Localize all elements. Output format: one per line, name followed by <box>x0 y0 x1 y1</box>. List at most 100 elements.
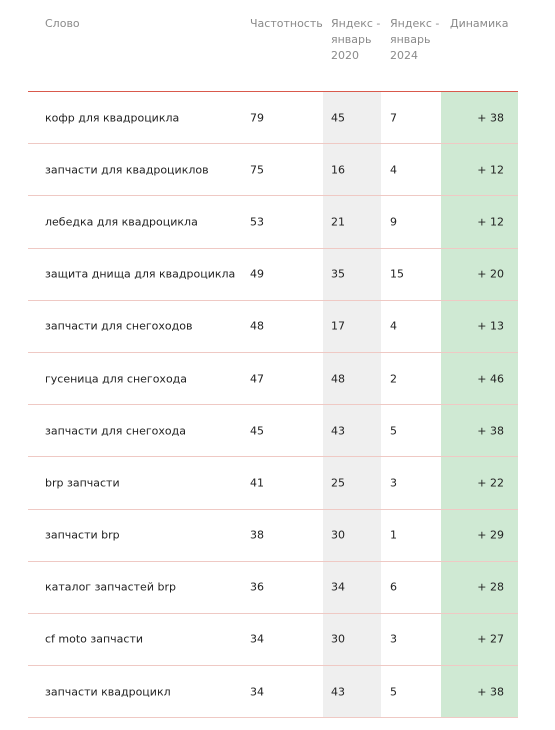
dynamics-cell-bg <box>441 92 518 144</box>
yandex-2020-cell: 21 <box>331 215 345 229</box>
yandex-2024-cell: 4 <box>390 163 397 177</box>
yandex-2020-cell-bg <box>323 300 381 352</box>
keyword-table: Слово Частотность Яндекс - январь 2020 Я… <box>28 0 518 719</box>
frequency-cell: 41 <box>250 476 264 490</box>
word-cell: запчасти для квадроциклов <box>45 163 209 177</box>
table-row: запчасти brp 38 30 1 + 29 <box>28 509 518 562</box>
yandex-2020-cell-bg <box>323 92 381 144</box>
word-cell: запчасти квадроцикл <box>45 685 171 699</box>
yandex-2020-cell: 16 <box>331 163 345 177</box>
yandex-2020-cell-bg <box>323 248 381 300</box>
yandex-2020-cell-bg <box>323 613 381 666</box>
header-frequency: Частотность <box>250 17 323 30</box>
yandex-2024-cell: 4 <box>390 319 397 333</box>
header-word: Слово <box>45 17 80 30</box>
dynamics-cell: + 38 <box>477 685 504 699</box>
yandex-2024-cell: 3 <box>390 476 397 490</box>
yandex-2020-cell: 43 <box>331 685 345 699</box>
yandex-2020-cell-bg <box>323 666 381 718</box>
frequency-cell: 53 <box>250 215 264 229</box>
table-row: кофр для квадроцикла 79 45 7 + 38 <box>28 92 518 145</box>
yandex-2020-cell-bg <box>323 405 381 457</box>
word-cell: запчасти brp <box>45 528 120 542</box>
table-body: кофр для квадроцикла 79 45 7 + 38 запчас… <box>28 92 518 719</box>
dynamics-cell-bg <box>441 144 518 196</box>
yandex-2024-cell: 2 <box>390 372 397 386</box>
dynamics-cell: + 13 <box>477 319 504 333</box>
yandex-2020-cell: 25 <box>331 476 345 490</box>
frequency-cell: 47 <box>250 372 264 386</box>
header-yandex-2020: Яндекс - январь 2020 <box>331 17 381 62</box>
dynamics-cell: + 29 <box>477 528 504 542</box>
word-cell: запчасти для снегоходов <box>45 319 193 333</box>
table-row: гусеница для снегохода 47 48 2 + 46 <box>28 352 518 406</box>
table-row: лебедка для квадроцикла 53 21 9 + 12 <box>28 196 518 249</box>
header-dynamics: Динамика <box>450 17 509 30</box>
word-cell: cf moto запчасти <box>45 632 144 646</box>
yandex-2024-cell: 5 <box>390 424 397 438</box>
dynamics-cell-bg <box>441 613 518 666</box>
yandex-2024-cell: 7 <box>390 111 397 125</box>
dynamics-cell: + 12 <box>477 163 504 177</box>
table-header: Слово Частотность Яндекс - январь 2020 Я… <box>28 0 518 92</box>
yandex-2020-cell-bg <box>323 457 381 509</box>
word-cell: запчасти для снегохода <box>45 424 186 438</box>
table-row: защита днища для квадроцикла 49 35 15 + … <box>28 248 518 301</box>
table-row: запчасти для снегоходов 48 17 4 + 13 <box>28 300 518 353</box>
table-row: запчасти для снегохода 45 43 5 + 38 <box>28 405 518 458</box>
dynamics-cell: + 27 <box>477 632 504 646</box>
yandex-2020-cell: 35 <box>331 267 345 281</box>
dynamics-cell-bg <box>441 248 518 300</box>
dynamics-cell: + 22 <box>477 476 504 490</box>
dynamics-cell-bg <box>441 405 518 457</box>
word-cell: лебедка для квадроцикла <box>45 215 198 229</box>
yandex-2020-cell-bg <box>323 144 381 196</box>
word-cell: защита днища для квадроцикла <box>45 267 236 281</box>
yandex-2020-cell-bg <box>323 561 381 613</box>
yandex-2020-cell-bg <box>323 509 381 561</box>
yandex-2020-cell-bg <box>323 352 381 405</box>
frequency-cell: 36 <box>250 580 264 594</box>
frequency-cell: 38 <box>250 528 264 542</box>
frequency-cell: 79 <box>250 111 264 125</box>
dynamics-cell-bg <box>441 196 518 248</box>
table-row: запчасти квадроцикл 34 43 5 + 38 <box>28 666 518 719</box>
yandex-2020-cell: 17 <box>331 319 345 333</box>
yandex-2020-cell: 45 <box>331 111 345 125</box>
dynamics-cell: + 38 <box>477 111 504 125</box>
table-row: brp запчасти 41 25 3 + 22 <box>28 457 518 510</box>
frequency-cell: 45 <box>250 424 264 438</box>
dynamics-cell-bg <box>441 561 518 613</box>
yandex-2020-cell: 43 <box>331 424 345 438</box>
header-yandex-2024: Яндекс - январь 2024 <box>390 17 440 62</box>
yandex-2020-cell: 34 <box>331 580 345 594</box>
dynamics-cell-bg <box>441 300 518 352</box>
dynamics-cell: + 46 <box>477 372 504 386</box>
word-cell: brp запчасти <box>45 476 120 490</box>
word-cell: кофр для квадроцикла <box>45 111 180 125</box>
word-cell: гусеница для снегохода <box>45 372 188 386</box>
yandex-2024-cell: 1 <box>390 528 397 542</box>
yandex-2024-cell: 9 <box>390 215 397 229</box>
table-row: cf moto запчасти 34 30 3 + 27 <box>28 613 518 667</box>
dynamics-cell-bg <box>441 352 518 405</box>
yandex-2020-cell-bg <box>323 196 381 248</box>
yandex-2024-cell: 15 <box>390 267 404 281</box>
table-row: запчасти для квадроциклов 75 16 4 + 12 <box>28 144 518 197</box>
dynamics-cell: + 20 <box>477 267 504 281</box>
yandex-2020-cell: 30 <box>331 528 345 542</box>
yandex-2024-cell: 6 <box>390 580 397 594</box>
yandex-2020-cell: 48 <box>331 372 345 386</box>
frequency-cell: 34 <box>250 632 264 646</box>
yandex-2024-cell: 3 <box>390 632 397 646</box>
dynamics-cell-bg <box>441 457 518 509</box>
dynamics-cell: + 12 <box>477 215 504 229</box>
frequency-cell: 75 <box>250 163 264 177</box>
dynamics-cell: + 28 <box>477 580 504 594</box>
dynamics-cell-bg <box>441 666 518 718</box>
dynamics-cell-bg <box>441 509 518 561</box>
frequency-cell: 48 <box>250 319 264 333</box>
table-row: каталог запчастей brp 36 34 6 + 28 <box>28 561 518 614</box>
word-cell: каталог запчастей brp <box>45 580 176 594</box>
yandex-2020-cell: 30 <box>331 632 345 646</box>
